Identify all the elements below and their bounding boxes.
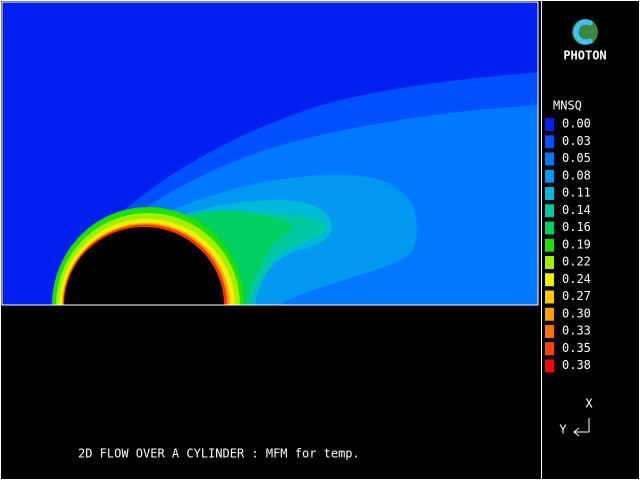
legend: 0.00 0.03 0.05 0.08 0.11 0.14 0.16 0.19 0.22 0.24… [545, 117, 591, 373]
legend-swatch [545, 204, 554, 218]
legend-swatch [545, 342, 554, 356]
legend-swatch [545, 307, 554, 321]
caption: 2D FLOW OVER A CYLINDER : MFM for temp. [78, 447, 360, 461]
legend-swatch [545, 325, 554, 338]
legend-label: 0.33 [562, 324, 591, 338]
plot-border [1, 1, 539, 306]
legend-title: MNSQ [553, 99, 582, 113]
legend-label: 0.35 [562, 341, 591, 355]
legend-label: 0.14 [562, 203, 591, 217]
legend-label: 0.00 [562, 117, 591, 131]
legend-swatch [545, 187, 554, 200]
legend-swatch [545, 221, 554, 235]
legend-label: 0.08 [562, 168, 591, 182]
logo: PHOTON [563, 19, 607, 63]
legend-label: 0.27 [562, 289, 591, 303]
legend-swatch [545, 135, 554, 149]
legend-swatch [545, 238, 554, 252]
legend-label: 0.30 [562, 306, 591, 320]
contour-plot [2, 2, 538, 305]
x-axis-label: X [585, 397, 593, 411]
legend-label: 0.05 [562, 151, 591, 165]
legend-label: 0.11 [562, 186, 591, 200]
axis-triad: X Y [559, 397, 593, 437]
legend-swatch [545, 290, 554, 304]
legend-swatch [545, 273, 554, 287]
legend-label: 0.19 [562, 237, 591, 251]
legend-label: 0.38 [562, 358, 591, 372]
legend-label: 0.03 [562, 134, 591, 148]
logo-text: PHOTON [563, 49, 606, 63]
legend-swatch [545, 169, 554, 183]
legend-label: 0.16 [562, 220, 591, 234]
legend-label: 0.22 [562, 255, 591, 269]
legend-swatch [545, 359, 554, 373]
legend-swatch [545, 256, 554, 269]
legend-label: 0.24 [562, 272, 591, 286]
legend-swatch [545, 152, 554, 166]
y-axis-label: Y [559, 423, 567, 437]
legend-swatch [545, 118, 554, 131]
